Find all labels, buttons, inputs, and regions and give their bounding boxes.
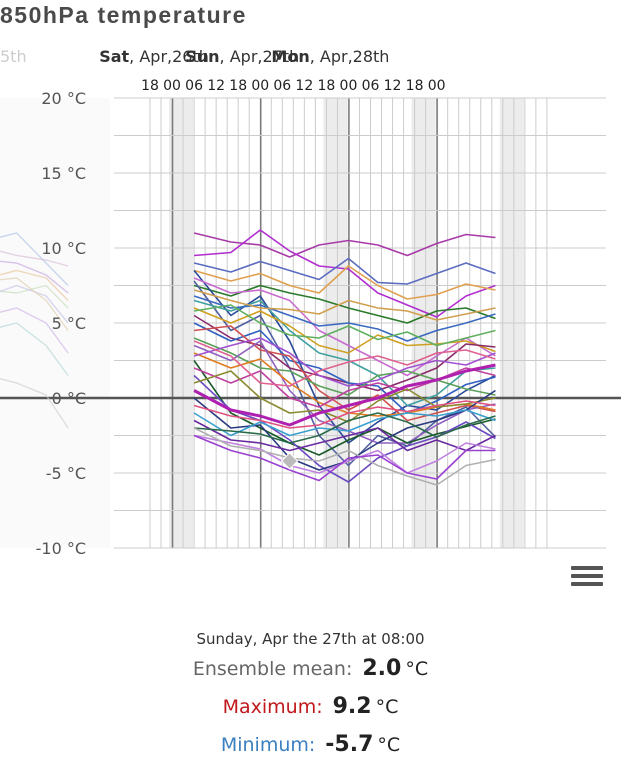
hour-tick-label: 18 (317, 78, 335, 94)
hour-tick-label: 06 (273, 78, 291, 94)
series-line-m28[interactable] (193, 427, 496, 486)
series-line-m13[interactable] (194, 325, 496, 422)
history-line (0, 322, 69, 376)
series-line-m19[interactable] (193, 374, 496, 483)
max-value: 9.2 (332, 694, 372, 719)
tooltip-panel: Sunday, Apr the 27th at 08:00 Ensemble m… (0, 628, 621, 764)
series-line-m09[interactable] (193, 299, 496, 407)
hour-tick-label: 18 (229, 78, 247, 94)
tooltip-mean-row: Ensemble mean: 2.0 °C (0, 650, 621, 688)
y-tick-label: -5 °C (46, 464, 86, 483)
hour-tick-label: 00 (251, 78, 269, 94)
min-label: Minimum: (220, 734, 316, 756)
chart-title: 850hPa temperature (0, 2, 247, 28)
series-line-m20[interactable] (193, 370, 496, 423)
y-tick-label: 20 °C (41, 89, 86, 108)
chart-area[interactable]: 20 °C15 °C10 °C5 °C0 °C-5 °C-10 °C18 00 06… (0, 40, 621, 560)
y-tick-label: 10 °C (41, 239, 86, 258)
y-tick-label: 5 °C (52, 314, 86, 333)
hour-tick-label: 00 (428, 78, 446, 94)
hour-tick-label: 00 (340, 78, 358, 94)
ensemble-series-group (193, 229, 497, 486)
hover-marker (280, 452, 299, 470)
series-line-m14[interactable] (193, 337, 496, 396)
history-line (0, 284, 69, 324)
history-line (0, 284, 69, 309)
series-line-m07[interactable] (193, 280, 497, 467)
hour-tick-label: 12 (384, 78, 402, 94)
series-line-m29[interactable] (193, 434, 496, 482)
history-line (0, 277, 69, 331)
history-region (0, 98, 110, 548)
day-label: Sat, Apr,26th (99, 47, 209, 66)
history-line (0, 260, 69, 294)
history-line (0, 250, 69, 267)
y-tick-label: 0 °C (52, 389, 86, 408)
min-value: -5.7 (325, 732, 374, 757)
y-tick-label: -10 °C (36, 539, 86, 558)
series-line-m01[interactable] (193, 232, 496, 258)
tooltip-max-row: Maximum: 9.2 °C (0, 688, 621, 726)
series-line-m24[interactable] (193, 409, 496, 437)
hour-tick-label: 18 (141, 78, 159, 94)
series-line-m33[interactable] (193, 337, 496, 387)
series-line-m04[interactable] (193, 265, 496, 300)
series-line-m12[interactable] (193, 322, 496, 414)
tooltip-min-row: Minimum: -5.7 °C (0, 726, 621, 764)
series-line-m34[interactable] (193, 340, 496, 387)
series-line-m05[interactable] (193, 284, 496, 324)
hour-tick-label: 06 (362, 78, 380, 94)
history-line (0, 307, 69, 354)
tooltip-date: Sunday, Apr the 27th at 08:00 (196, 630, 425, 648)
series-line-m26[interactable] (194, 412, 496, 444)
mean-label: Ensemble mean: (192, 658, 353, 680)
history-line (0, 232, 69, 286)
series-line-m23[interactable] (193, 400, 496, 429)
hour-tick-label: 06 (185, 78, 203, 94)
day-label: 5th (0, 47, 27, 66)
hour-tick-label: 00 (163, 78, 181, 94)
day-label: Mon, Apr,28th (271, 47, 389, 66)
chart-menu-icon[interactable] (571, 562, 603, 590)
series-line-m25[interactable] (193, 419, 496, 452)
history-line (0, 378, 69, 429)
y-tick-label: 15 °C (41, 164, 86, 183)
hour-tick-label: 18 (406, 78, 424, 94)
hour-tick-label: 12 (295, 78, 313, 94)
series-line-m32[interactable] (193, 304, 496, 347)
min-unit: °C (377, 734, 401, 756)
max-label: Maximum: (222, 696, 323, 718)
hour-tick-label: 12 (207, 78, 225, 94)
max-unit: °C (375, 696, 399, 718)
day-label: Sun, Apr,27th (185, 47, 299, 66)
series-line-m21[interactable] (193, 363, 496, 427)
series-line-m31[interactable] (193, 289, 496, 321)
series-line-m27[interactable] (193, 434, 496, 474)
mean-unit: °C (405, 658, 429, 680)
series-line-m03[interactable] (193, 257, 496, 285)
series-line-m08[interactable] (193, 277, 496, 377)
mean-value: 2.0 (362, 656, 402, 681)
history-line (0, 269, 69, 301)
